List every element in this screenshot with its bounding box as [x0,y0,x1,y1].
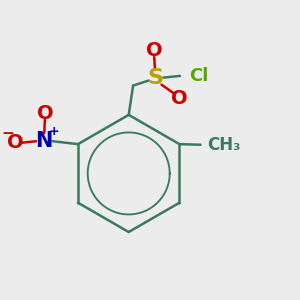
Text: N: N [36,131,53,151]
Text: O: O [146,41,163,60]
Text: +: + [49,125,59,138]
Text: O: O [171,89,188,108]
Text: O: O [7,133,24,152]
Text: Cl: Cl [189,67,208,85]
Text: O: O [37,104,53,123]
Text: CH₃: CH₃ [207,136,240,154]
Text: −: − [1,126,14,141]
Text: S: S [147,68,163,88]
